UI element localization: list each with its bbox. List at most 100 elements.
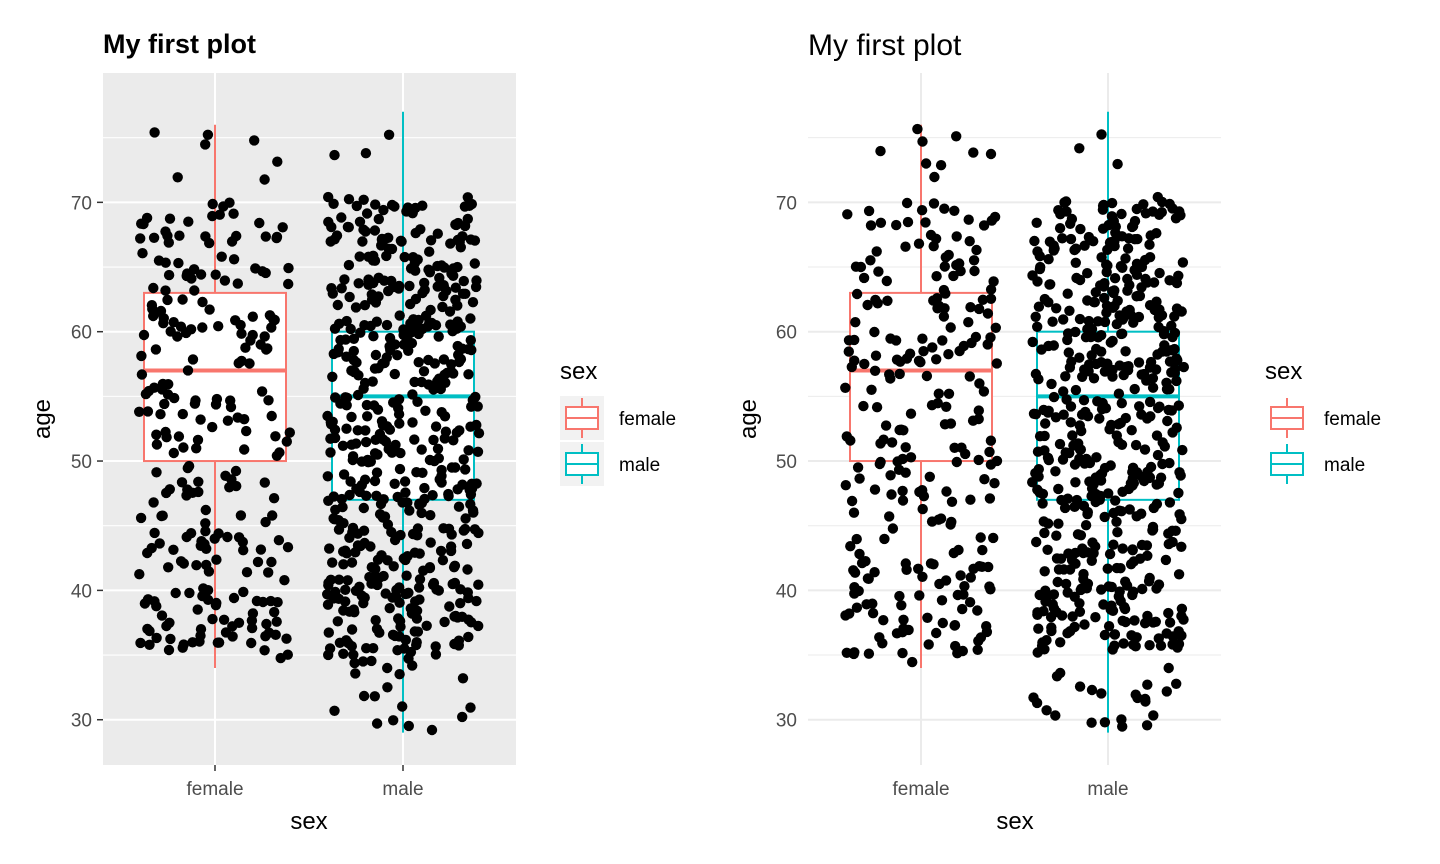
data-point [170, 587, 181, 599]
data-point [162, 230, 173, 241]
data-point [465, 702, 476, 713]
data-point [920, 217, 931, 228]
data-point [360, 148, 372, 159]
data-point [1074, 313, 1086, 325]
data-point [1144, 640, 1155, 651]
data-point [411, 605, 423, 616]
data-point [149, 127, 160, 138]
data-point [1078, 395, 1090, 406]
data-point [183, 216, 194, 227]
data-point [279, 575, 290, 586]
data-point [371, 467, 383, 478]
data-point [1052, 576, 1063, 588]
data-point [968, 563, 979, 574]
data-point [878, 434, 889, 445]
data-point [394, 310, 405, 321]
data-point [933, 388, 944, 399]
data-point [409, 434, 420, 445]
data-point [913, 355, 925, 366]
data-point [964, 236, 975, 247]
data-point [437, 555, 449, 566]
data-point [1076, 425, 1087, 437]
data-point [1099, 717, 1111, 728]
data-point [851, 602, 863, 613]
data-point [336, 493, 347, 505]
data-point [1094, 413, 1105, 424]
data-point [917, 136, 928, 147]
data-point [861, 599, 872, 610]
data-point [419, 277, 430, 289]
data-point [884, 511, 895, 522]
data-point [245, 335, 256, 346]
data-point [460, 288, 471, 299]
data-point [227, 621, 238, 632]
data-point [1043, 454, 1055, 466]
data-point [354, 251, 365, 262]
data-point [410, 293, 422, 305]
data-point [1177, 444, 1188, 456]
data-point [450, 462, 461, 473]
y-tick-label: 70 [776, 193, 797, 214]
data-point [255, 339, 266, 350]
data-point [1040, 418, 1051, 429]
data-point [863, 648, 875, 659]
data-point [1129, 383, 1140, 395]
data-point [369, 691, 380, 702]
data-point [168, 447, 179, 459]
data-point [239, 444, 250, 455]
data-point [238, 586, 249, 598]
legend-title: sex [1265, 358, 1302, 385]
data-point [936, 595, 948, 606]
data-point [361, 643, 372, 654]
data-point [374, 627, 385, 638]
data-point [362, 411, 373, 422]
data-point [1104, 548, 1116, 560]
data-point [963, 214, 974, 225]
data-point [164, 484, 175, 495]
data-point [969, 265, 980, 277]
data-point [1030, 368, 1042, 380]
data-point [347, 454, 358, 466]
data-point [373, 213, 384, 225]
data-point [1082, 506, 1094, 518]
data-point [913, 563, 924, 574]
data-point [1033, 301, 1045, 312]
data-point [840, 382, 851, 393]
data-point [472, 446, 484, 457]
data-point [150, 344, 162, 355]
data-point [865, 255, 876, 266]
data-point [905, 452, 917, 463]
data-point [977, 294, 989, 305]
data-point [379, 511, 391, 522]
data-point [163, 644, 175, 656]
data-point [389, 201, 400, 212]
data-point [386, 275, 397, 287]
data-point [353, 370, 364, 381]
data-point [141, 212, 153, 224]
data-point [1066, 213, 1078, 225]
y-tick-label: 70 [71, 193, 92, 214]
data-point [886, 489, 897, 500]
data-point [324, 643, 336, 654]
data-point [848, 648, 859, 660]
data-point [1108, 287, 1119, 299]
data-point [1027, 477, 1038, 488]
data-point [427, 490, 438, 501]
data-point [946, 516, 957, 528]
data-point [1157, 346, 1168, 357]
data-point [394, 669, 405, 680]
data-point [858, 400, 869, 412]
data-point [406, 338, 418, 349]
data-point [175, 321, 187, 332]
data-point [425, 510, 436, 521]
data-point [1141, 540, 1153, 551]
data-point [202, 585, 214, 596]
data-point [382, 682, 393, 693]
data-point [853, 585, 864, 597]
data-point [168, 544, 179, 555]
data-point [329, 234, 340, 245]
data-point [1042, 544, 1053, 555]
y-axis-title: age [29, 399, 56, 439]
data-point [955, 570, 966, 581]
data-point [366, 562, 377, 573]
